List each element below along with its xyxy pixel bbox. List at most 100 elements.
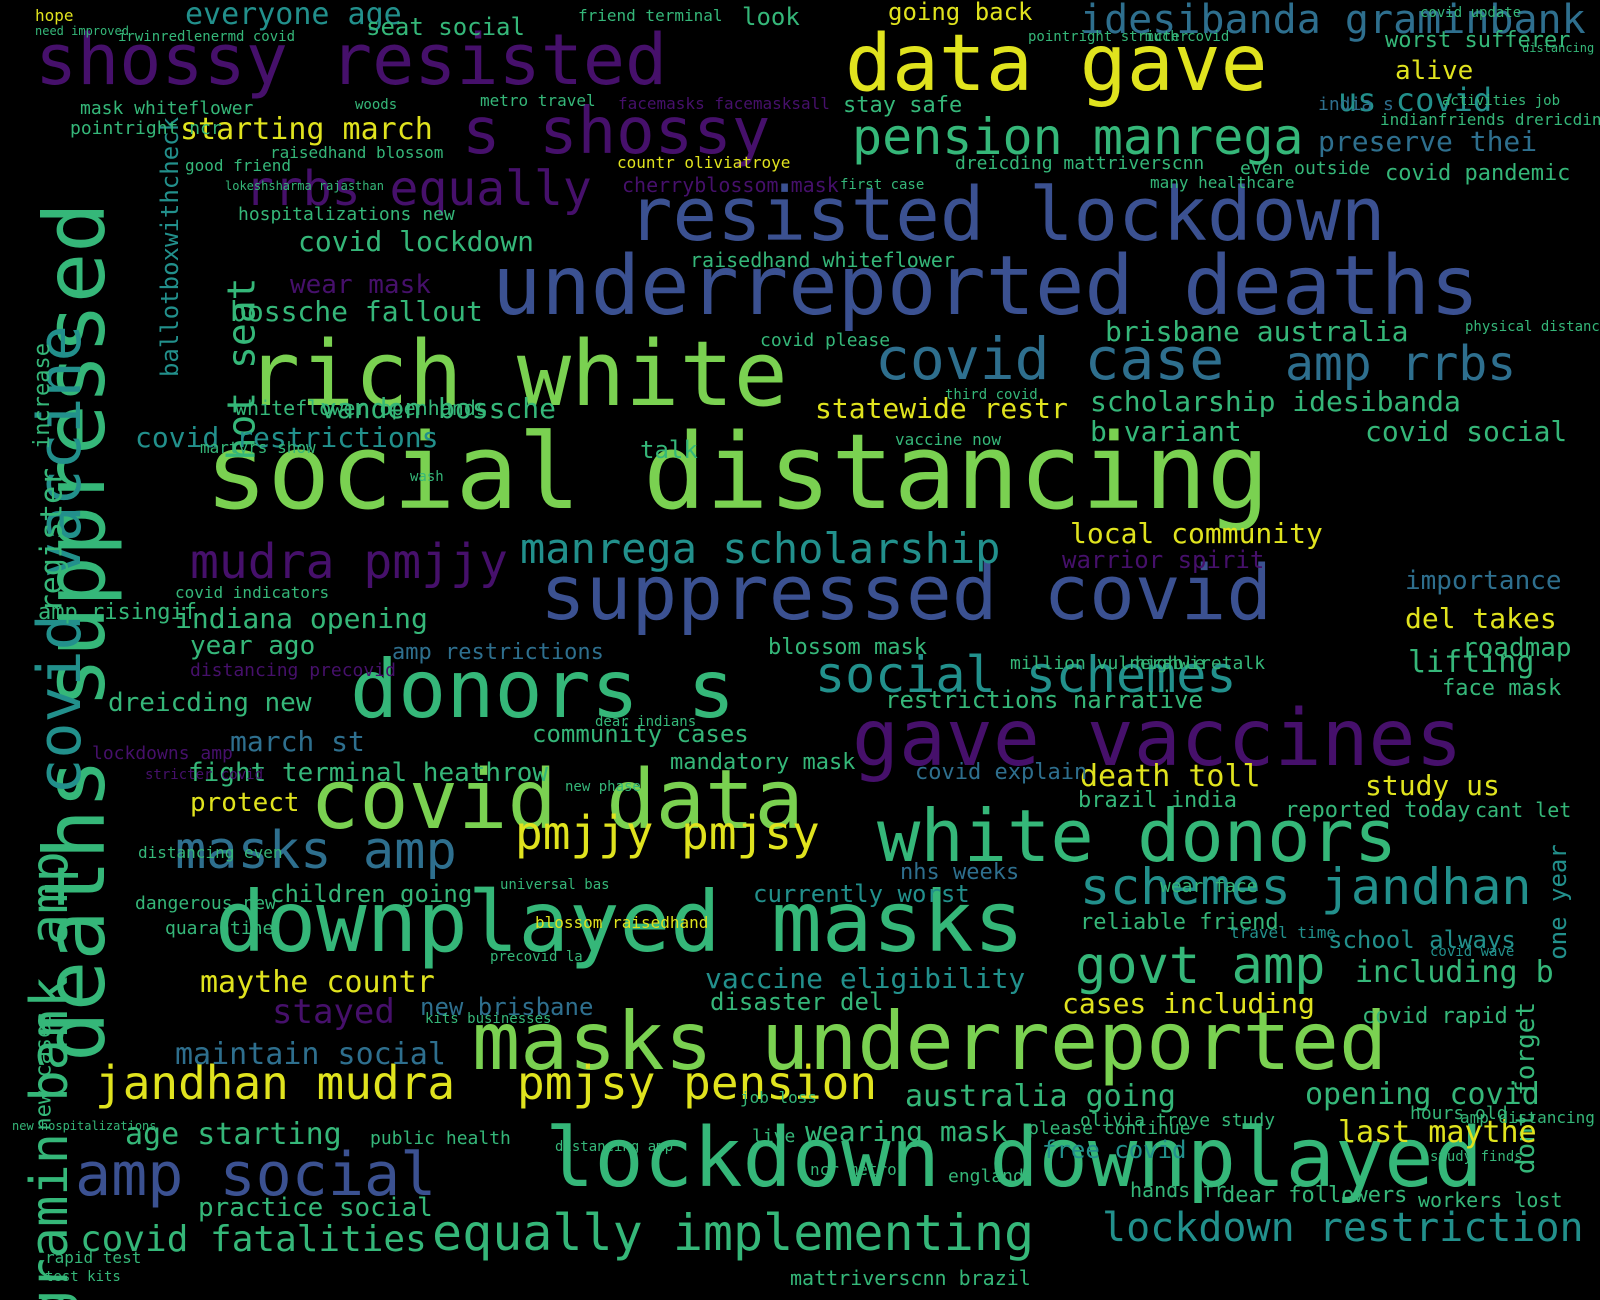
cloud-word: friend terminal [578, 6, 723, 25]
cloud-word: schemes jandhan [1080, 858, 1532, 916]
cloud-word: restrictions narrative [885, 686, 1203, 714]
cloud-word: dreicding mattriverscnn [955, 153, 1205, 174]
cloud-word: pointright ncr [70, 118, 222, 139]
cloud-word: protect [190, 788, 300, 818]
cloud-word: hours old [1410, 1103, 1508, 1124]
cloud-word: hope [35, 6, 74, 25]
cloud-word: highwiretalk [1135, 653, 1266, 674]
cloud-word: pension manrega [852, 108, 1304, 166]
cloud-word: preserve thei [1318, 125, 1538, 158]
cloud-word: roadmap [1462, 633, 1572, 663]
cloud-word: us covid [1338, 81, 1493, 119]
cloud-word: seat social [366, 13, 525, 41]
cloud-word: covid explain [915, 760, 1088, 785]
cloud-word: new cases [31, 1011, 57, 1131]
cloud-word: vanden bossche [320, 392, 557, 425]
cloud-word: facemasks facemasksall [618, 94, 830, 113]
cloud-word: blossom raisedhand [535, 913, 709, 932]
cloud-word: indiana opening [175, 602, 428, 635]
cloud-word: covid rapid [1362, 1004, 1508, 1029]
cloud-word: workers lost [1418, 1188, 1563, 1212]
cloud-word: raisedhand whiteflower [690, 248, 955, 272]
cloud-word: vaccine now [895, 430, 1001, 449]
cloud-word: new phase [565, 779, 641, 795]
cloud-word: new brisbane [420, 993, 594, 1021]
cloud-word: maintain social [175, 1037, 446, 1072]
cloud-word: amp rrbs [1285, 336, 1517, 392]
cloud-word: shossy resisted [35, 19, 668, 101]
cloud-word: good friend [185, 156, 291, 175]
cloud-word: olivia troye study [1080, 1110, 1276, 1131]
cloud-word: distancing precovid [190, 660, 396, 681]
cloud-word: covid social [1365, 415, 1568, 448]
cloud-word: pointright stricter [1028, 29, 1189, 45]
cloud-word: death toll [1080, 759, 1261, 794]
cloud-word: covid update [1420, 5, 1522, 21]
cloud-word: physical distancing [1465, 319, 1600, 335]
cloud-word: everyone age [185, 0, 402, 32]
cloud-word: universal bas [500, 877, 610, 893]
cloud-word: woods [355, 97, 398, 113]
cloud-word: opening covid [1305, 1077, 1540, 1112]
cloud-word: equally implementing [432, 1204, 1035, 1262]
cloud-word: activities job [1442, 93, 1561, 109]
cloud-word: amp distancing [1460, 1108, 1595, 1127]
cloud-word: covid pandemic [1385, 161, 1571, 186]
cloud-word: distancing amp [555, 1139, 674, 1155]
cloud-word: last maythe [1338, 1115, 1537, 1150]
cloud-word: much covid [1145, 29, 1230, 45]
cloud-word: manrega scholarship [520, 524, 1001, 573]
cloud-word: social schemes [815, 646, 1237, 704]
cloud-word: currently worst [753, 880, 970, 908]
cloud-word: travel time [1230, 923, 1336, 942]
cloud-word: brazil india [1078, 788, 1237, 813]
cloud-word: nhs weeks [900, 860, 1020, 885]
cloud-word: statewide restr [815, 392, 1068, 425]
cloud-word: precovid la [490, 949, 583, 965]
cloud-word: practice social [198, 1193, 433, 1223]
cloud-word: fight terminal heathrow [188, 758, 549, 788]
cloud-word: quarantine [165, 918, 274, 939]
cloud-word: australia going [905, 1079, 1176, 1114]
cloud-word: blossom mask [768, 635, 927, 660]
cloud-word: idesibanda graminbank [1080, 0, 1586, 43]
cloud-word: one year [1543, 844, 1572, 960]
cloud-word: live [752, 1126, 796, 1147]
cloud-word: million vulnerable [1010, 653, 1206, 674]
cloud-word: study finds [1430, 1149, 1523, 1165]
cloud-word: stay safe [843, 93, 963, 118]
cloud-word: wearing mask [805, 1115, 1008, 1148]
cloud-word: register [34, 467, 70, 613]
cloud-word: amp social [75, 1140, 437, 1210]
cloud-word: wash [410, 469, 444, 485]
cloud-word: mudra pmjjy [190, 534, 508, 590]
cloud-word: look [742, 3, 800, 31]
cloud-word: lifting [1408, 645, 1535, 680]
cloud-word: ballotboxwithcheck [156, 116, 185, 378]
cloud-word: covid lockdown [298, 225, 535, 258]
cloud-word: covid please [760, 330, 891, 351]
cloud-word: first case [840, 177, 925, 193]
cloud-word: whiteflower openhands [235, 396, 488, 420]
cloud-word: dreicding new [108, 688, 312, 718]
cloud-word: community cases [532, 720, 749, 748]
cloud-word: cases including [1062, 987, 1315, 1020]
cloud-word: social distancing [205, 411, 1270, 533]
cloud-word: dear indians [595, 714, 697, 730]
cloud-word: covid restrictions [135, 421, 439, 454]
cloud-word: covid fatalities [80, 1219, 427, 1260]
cloud-word: lockdown downplayed [545, 1111, 1483, 1206]
cloud-word: march st [230, 725, 365, 758]
cloud-word: lokeshsharma rajasthan [225, 179, 384, 193]
cloud-word: mandatory mask [670, 750, 856, 775]
cloud-word: mask whiteflower [80, 98, 254, 119]
cloud-word: distancing wear [1522, 41, 1600, 55]
cloud-word: study us [1365, 769, 1500, 802]
cloud-word: pmjjy pmjsy [515, 806, 820, 860]
cloud-word: vaccine eligibility [705, 962, 1026, 995]
cloud-word: white donors [877, 794, 1398, 878]
cloud-word: raisedhand blossom [270, 143, 444, 162]
cloud-word: year ago [190, 631, 316, 661]
cloud-word: increase [29, 343, 55, 449]
cloud-word: amp risingif [38, 600, 197, 625]
